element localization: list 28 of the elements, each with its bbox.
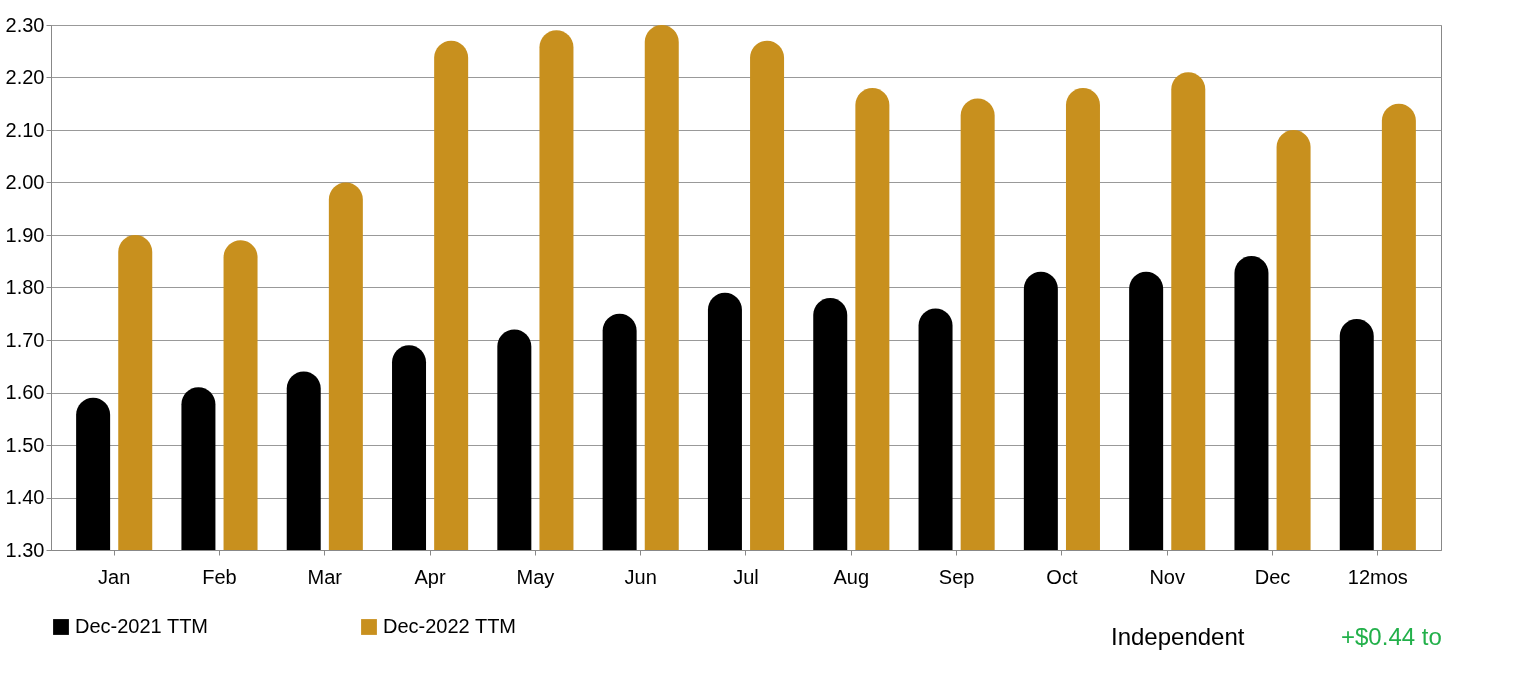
y-tick-label: 1.30	[5, 538, 45, 561]
x-tick-label: Jul	[733, 565, 759, 588]
legend-label: Dec-2021 TTM	[75, 615, 209, 637]
x-tick-label: Feb	[202, 565, 237, 588]
y-tick-label: 1.90	[5, 223, 45, 246]
y-tick-label: 1.60	[5, 381, 45, 403]
x-tick-label: Jun	[624, 565, 657, 588]
x-tick-label: Oct	[1046, 565, 1078, 588]
x-tick-label: Apr	[414, 565, 446, 588]
y-tick-label: 1.80	[5, 276, 45, 298]
y-tick-label: 2.20	[5, 66, 45, 88]
x-tick-label: May	[516, 565, 555, 588]
legend-label: Dec-2022 TTM	[383, 615, 517, 637]
y-tick-label: 1.50	[5, 433, 45, 456]
x-tick-label: Sep	[938, 565, 975, 588]
x-tick-label: Dec	[1254, 565, 1291, 588]
x-tick-label: Mar	[307, 565, 343, 588]
y-tick-label: 2.30	[5, 13, 45, 36]
y-tick-label: 1.40	[5, 486, 45, 508]
x-tick-label: 12mos	[1347, 565, 1408, 588]
x-tick-label: Nov	[1149, 565, 1185, 588]
y-tick-label: 2.00	[5, 171, 45, 193]
y-tick-label: 2.10	[5, 118, 45, 141]
x-tick-label: Jan	[98, 565, 131, 588]
y-tick-label: 1.70	[5, 328, 45, 351]
text: Independent	[1111, 623, 1245, 650]
text: +$0.44 to	[1341, 623, 1442, 650]
x-tick-label: Aug	[833, 565, 870, 588]
